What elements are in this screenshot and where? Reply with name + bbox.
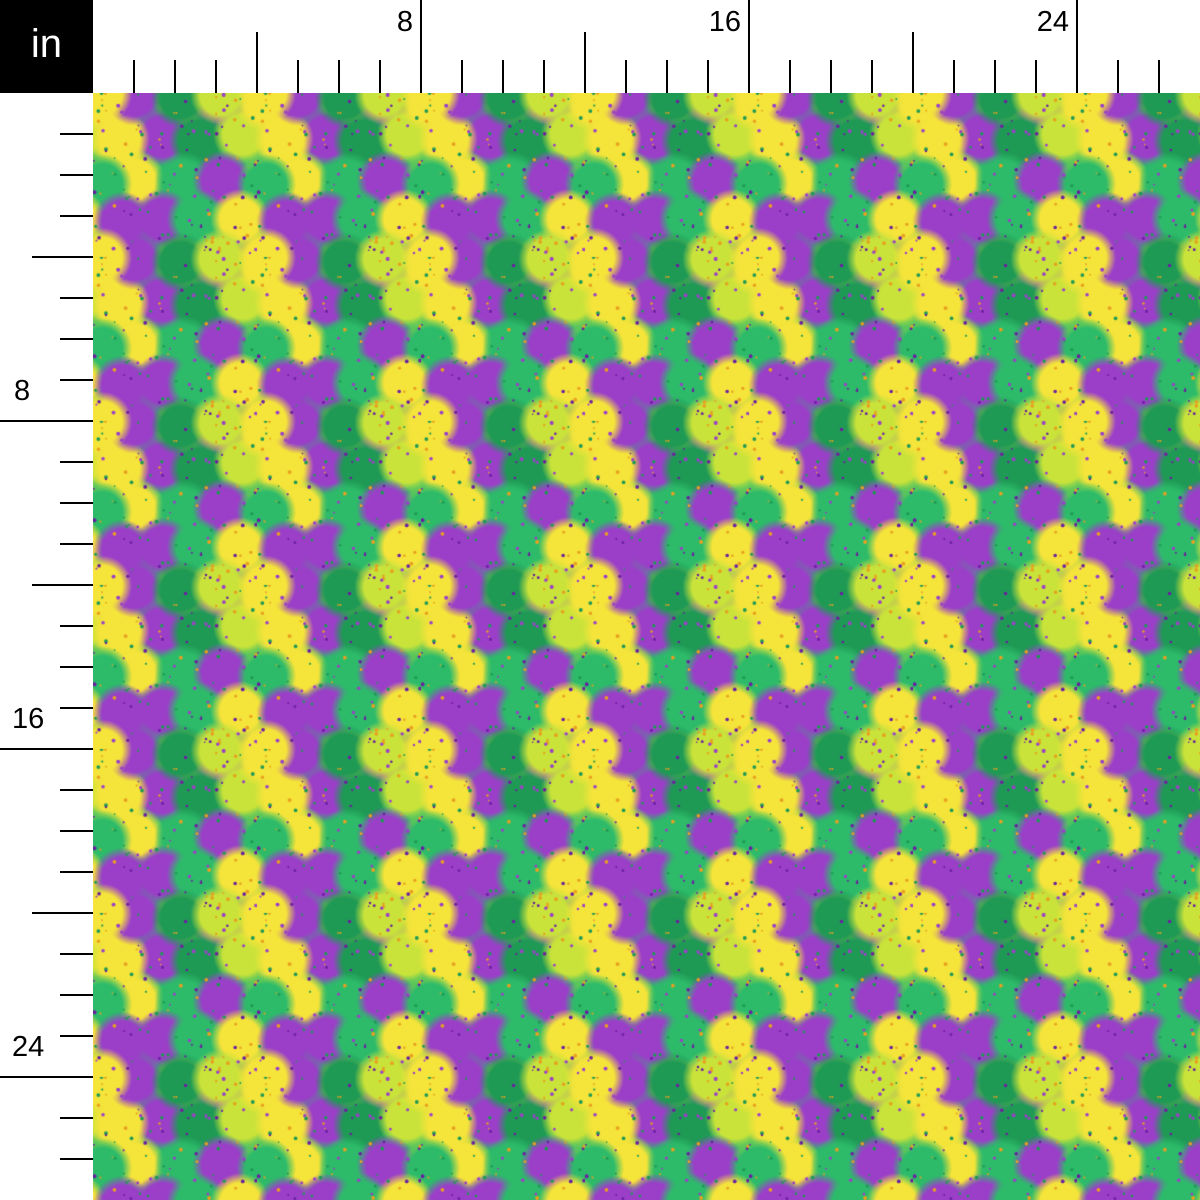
top-ruler-tick [830, 60, 832, 93]
left-ruler-label: 16 [12, 703, 45, 735]
top-ruler-tick [133, 60, 135, 93]
left-ruler-tick [60, 297, 93, 299]
left-ruler-tick [60, 1158, 93, 1160]
top-ruler-tick [461, 60, 463, 93]
top-ruler-tick [256, 32, 258, 93]
top-ruler-tick [912, 32, 914, 93]
left-ruler-tick [60, 666, 93, 668]
left-ruler-label: 24 [12, 1031, 45, 1063]
top-ruler-tick [625, 60, 627, 93]
left-ruler-tick [0, 748, 93, 750]
top-ruler-tick [953, 60, 955, 93]
left-ruler-tick [60, 215, 93, 217]
top-ruler-label: 16 [708, 6, 741, 38]
left-ruler-tick [60, 133, 93, 135]
top-ruler-tick [748, 0, 750, 93]
left-ruler-tick [60, 543, 93, 545]
top-ruler-tick [789, 60, 791, 93]
top-ruler-label: 8 [396, 6, 413, 38]
left-ruler-tick [60, 338, 93, 340]
left-ruler-label: 8 [14, 375, 31, 407]
left-ruler-tick [60, 953, 93, 955]
left-ruler-tick [60, 1117, 93, 1119]
unit-label: in [0, 0, 93, 93]
top-ruler-tick [502, 60, 504, 93]
top-ruler-tick [994, 60, 996, 93]
left-ruler-tick [0, 420, 93, 422]
left-ruler-tick [32, 584, 93, 586]
top-ruler-tick [174, 60, 176, 93]
left-ruler-tick [60, 789, 93, 791]
left-ruler-tick [32, 912, 93, 914]
top-ruler-tick [1035, 60, 1037, 93]
top-ruler-tick [1158, 60, 1160, 93]
top-ruler-tick [584, 32, 586, 93]
left-ruler-tick [60, 994, 93, 996]
left-ruler-tick [60, 461, 93, 463]
left-ruler-tick [60, 625, 93, 627]
left-ruler-tick [60, 379, 93, 381]
top-ruler-tick [707, 60, 709, 93]
top-ruler-tick [420, 0, 422, 93]
fabric-swatch [93, 93, 1200, 1200]
top-ruler-tick [666, 60, 668, 93]
top-ruler-tick [338, 60, 340, 93]
top-ruler-tick [871, 60, 873, 93]
top-ruler-tick [297, 60, 299, 93]
top-ruler-tick [379, 60, 381, 93]
top-ruler-label: 24 [1036, 6, 1069, 38]
left-ruler-tick [60, 1035, 93, 1037]
top-ruler-tick [215, 60, 217, 93]
left-ruler-tick [60, 707, 93, 709]
top-ruler-tick [1076, 0, 1078, 93]
left-ruler-tick [60, 830, 93, 832]
left-ruler-tick [60, 871, 93, 873]
left-ruler-tick [32, 256, 93, 258]
top-ruler-tick [543, 60, 545, 93]
left-ruler-tick [60, 174, 93, 176]
left-ruler-tick [0, 1076, 93, 1078]
left-ruler-tick [60, 502, 93, 504]
top-ruler-tick [1117, 60, 1119, 93]
